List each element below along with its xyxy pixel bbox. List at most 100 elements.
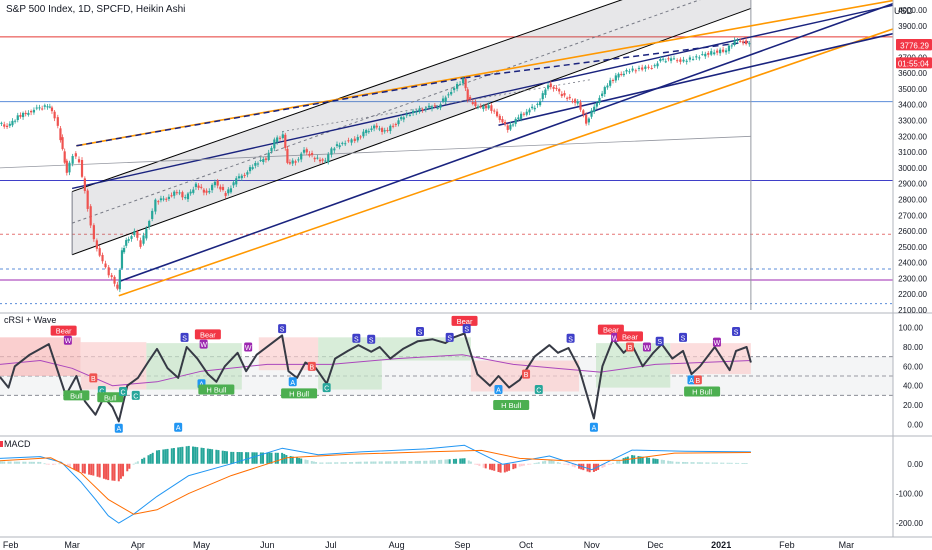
price-tick-label: 3500.00 — [898, 85, 927, 94]
candle-body — [482, 106, 485, 110]
main-title: S&P 500 Index, 1D, SPCFD, Heikin Ashi — [6, 4, 185, 15]
macd-histogram-bar — [552, 461, 555, 464]
candle-body — [338, 145, 341, 148]
candle-body — [167, 196, 170, 200]
macd-histogram-bar — [52, 463, 55, 465]
signal-badge — [352, 333, 361, 343]
macd-histogram-bar — [469, 461, 472, 464]
candle-body — [375, 125, 378, 128]
macd-histogram-bar — [281, 452, 284, 464]
candle-body — [544, 89, 547, 95]
candle-body — [125, 240, 128, 246]
candle-body — [347, 140, 350, 142]
macd-histogram-bar — [578, 463, 581, 469]
candle-body — [441, 98, 445, 102]
signal-badge — [119, 386, 128, 396]
macd-histogram-bar — [334, 462, 337, 464]
macd-histogram-bar — [274, 452, 277, 464]
candle-body — [243, 174, 246, 176]
candle-body — [224, 192, 227, 196]
macd-histogram-bar — [667, 460, 670, 464]
candle-body — [43, 105, 46, 107]
macd-histogram-bar — [255, 452, 258, 464]
macd-histogram-bar — [374, 461, 377, 464]
signal-badge — [415, 327, 424, 337]
time-tick-label: Nov — [584, 540, 601, 550]
price-tag-label: 01:55:04 — [898, 59, 930, 68]
macd-histogram-bar — [75, 463, 78, 471]
candle-body — [563, 93, 566, 96]
macd-histogram-bar — [722, 462, 725, 464]
candle-body — [456, 83, 459, 89]
macd-histogram-bar — [410, 460, 413, 464]
signal-label: S — [464, 327, 469, 334]
candle-body — [402, 117, 405, 120]
candle-body — [251, 167, 254, 169]
candle-body — [622, 73, 625, 76]
candle-body — [367, 131, 370, 133]
candle-body — [676, 60, 679, 62]
candle-body — [294, 161, 297, 163]
price-tick-label: 2900.00 — [898, 180, 927, 189]
price-tick-label: 3000.00 — [898, 164, 927, 173]
macd-tick-label: -100.00 — [896, 489, 924, 498]
crsi-tick-label: 100.00 — [899, 324, 924, 333]
signal-badge — [180, 332, 189, 342]
macd-histogram-bar — [711, 462, 714, 464]
macd-histogram-bar — [236, 452, 239, 464]
time-tick-label: Aug — [389, 540, 405, 550]
candle-body — [691, 59, 695, 61]
candle-body — [380, 128, 384, 132]
macd-histogram-bar — [395, 461, 398, 464]
candle-body — [370, 128, 373, 130]
candle-body — [704, 53, 707, 57]
candle-body — [576, 101, 579, 104]
macd-histogram-bar — [300, 458, 303, 464]
signal-label: A — [116, 426, 121, 433]
candle-body — [362, 131, 365, 137]
macd-histogram-bar — [488, 463, 491, 470]
macd-histogram-bar — [68, 463, 71, 468]
macd-histogram-bar — [181, 446, 184, 464]
macd-histogram-bar — [327, 462, 330, 464]
signal-badge — [534, 385, 543, 395]
macd-histogram-bar — [402, 461, 405, 464]
macd-histogram-bar — [438, 459, 441, 464]
candle-body — [262, 159, 265, 162]
macd-histogram-bar — [389, 461, 392, 464]
signal-badge — [288, 377, 297, 387]
macd-histogram-bar — [741, 463, 744, 464]
candle-body — [11, 120, 14, 126]
macd-histogram-bar — [558, 462, 561, 464]
macd-histogram-bar — [440, 459, 443, 464]
time-tick-label: Apr — [131, 540, 145, 550]
candle-body — [730, 45, 733, 47]
candle-body — [461, 78, 465, 84]
candle-body — [136, 231, 139, 238]
candle-body — [418, 108, 421, 112]
signal-label: A — [592, 425, 597, 432]
macd-histogram-bar — [196, 447, 199, 464]
candle-body — [162, 198, 165, 200]
candle-body — [202, 189, 205, 193]
candle-body — [30, 110, 33, 113]
macd-histogram-bar — [520, 463, 523, 467]
macd-histogram-bar — [329, 462, 332, 464]
signal-label: Bear — [200, 330, 216, 339]
candle-body — [77, 159, 81, 163]
macd-histogram-bar — [563, 463, 566, 465]
signal-badge — [367, 334, 376, 344]
candle-body — [211, 184, 214, 191]
candle-body — [21, 112, 25, 118]
macd-histogram-bar — [251, 452, 254, 464]
candle-body — [256, 163, 260, 165]
macd-histogram-bar — [359, 461, 362, 464]
signal-label: S — [182, 335, 187, 342]
grey-dotted-trend — [282, 79, 592, 132]
macd-histogram-bar — [170, 448, 173, 464]
signal-badge — [445, 332, 454, 342]
signal-badge — [278, 324, 287, 334]
candle-body — [411, 110, 415, 114]
candle-body — [0, 122, 3, 124]
